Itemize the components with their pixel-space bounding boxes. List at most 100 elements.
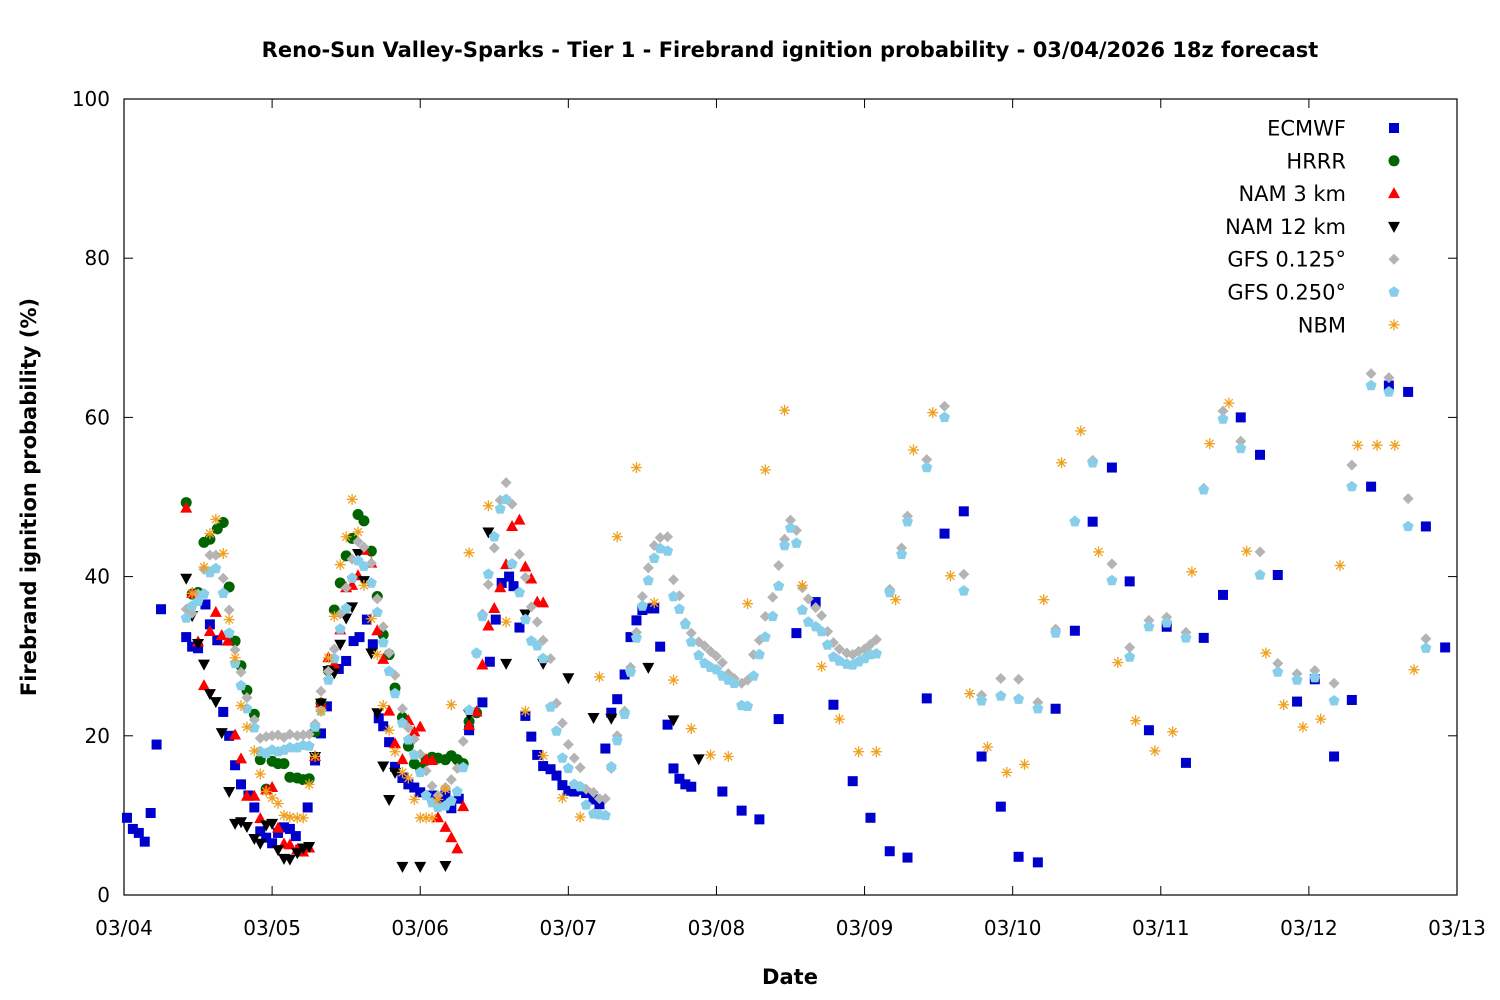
gfs-0-125-point: [593, 793, 605, 805]
nbm-asterisk-stroke: [723, 752, 733, 761]
gfs-0-250-point: [693, 649, 705, 661]
nbm-asterisk-stroke: [285, 812, 295, 822]
nbm-point: [309, 750, 321, 762]
gfs-0-250-point: [235, 679, 247, 691]
nbm-point: [907, 444, 919, 456]
nbm-point: [371, 649, 383, 661]
nbm-point: [223, 614, 235, 626]
nbm-asterisk-stroke: [1150, 746, 1160, 756]
ecmwf-point: [384, 737, 395, 748]
nam-3-km-point: [197, 679, 210, 691]
gfs-0-125-point: [773, 559, 785, 571]
legend-marker-gfs-0-125: [1388, 253, 1400, 265]
nam-3-km-point: [439, 820, 452, 832]
nbm-asterisk-stroke: [205, 529, 215, 538]
gfs-0-250-point: [488, 531, 500, 542]
ecmwf-point: [1217, 589, 1228, 600]
nbm-asterisk-stroke: [946, 571, 955, 581]
gfs-0-250-point: [673, 603, 685, 614]
gfs-0-125-point: [396, 703, 408, 715]
nbm-asterisk-stroke: [1205, 439, 1215, 449]
ecmwf-point: [496, 577, 507, 588]
ecmwf-point: [921, 693, 932, 704]
nam-12-km-point: [562, 673, 575, 685]
hrrr-point: [358, 515, 370, 527]
ecmwf-point: [674, 773, 685, 784]
hrrr-point: [278, 758, 290, 770]
ecmwf-point: [754, 814, 765, 825]
nbm-asterisk-stroke: [891, 595, 901, 605]
gfs-0-125-point: [785, 514, 796, 526]
gfs-0-125-point: [921, 454, 933, 466]
nam-12-km-point: [209, 697, 222, 709]
gfs-0-250-point: [451, 785, 463, 797]
gfs-0-250-point: [1235, 442, 1247, 454]
ecmwf-point: [1106, 462, 1117, 473]
gfs-0-250-point: [334, 623, 346, 634]
nbm-point: [964, 688, 976, 700]
gfs-0-250-point: [1106, 574, 1118, 586]
legend-label-ecmwf: ECMWF: [1267, 117, 1346, 141]
gfs-0-250-point: [340, 602, 352, 614]
ecmwf-point: [397, 772, 408, 783]
ecmwf-point: [273, 827, 284, 838]
nam-12-km-point: [587, 712, 600, 724]
ecmwf-point: [267, 838, 278, 849]
nam-3-km-point: [488, 601, 501, 613]
nam-12-km-point: [192, 638, 205, 650]
nbm-asterisk-stroke: [329, 612, 339, 621]
nbm-asterisk-stroke: [1094, 547, 1103, 557]
gfs-0-250-point: [1365, 379, 1377, 391]
ecmwf-point: [514, 622, 525, 633]
nbm-asterisk-stroke: [835, 714, 844, 724]
nbm-asterisk-stroke: [324, 653, 333, 663]
gfs-0-250-point: [402, 734, 414, 745]
nbm-asterisk-stroke: [595, 672, 604, 682]
nbm-point: [1223, 397, 1235, 409]
nbm-asterisk-stroke: [347, 495, 357, 504]
ecmwf-point: [464, 725, 475, 736]
ecmwf-point: [156, 604, 167, 615]
nbm-point: [685, 723, 697, 735]
nbm-point: [1241, 545, 1253, 557]
gfs-0-250-point: [1161, 617, 1173, 628]
legend: ECMWF HRRR NAM 3 km NAM 12 km GFS 0.125° GFS …: [1225, 117, 1400, 337]
series-ecmwf: [121, 380, 1451, 868]
gfs-0-125-point: [426, 780, 438, 792]
ecmwf-point: [865, 812, 876, 823]
nbm-asterisk-stroke: [433, 795, 443, 804]
ecmwf-point: [302, 802, 313, 813]
nbm-point: [722, 750, 734, 762]
gfs-0-125-point: [1309, 665, 1321, 677]
gfs-0-250-point: [679, 618, 691, 630]
nbm-asterisk-stroke: [798, 581, 807, 590]
nbm-point: [204, 528, 216, 540]
nam-12-km-point: [371, 708, 384, 720]
nbm-asterisk-stroke: [298, 813, 308, 823]
y-tick-label: 80: [85, 246, 110, 270]
gfs-0-125-point: [568, 752, 580, 764]
gfs-0-125-point: [642, 562, 654, 574]
nbm-point: [340, 531, 352, 543]
ecmwf-point: [995, 801, 1006, 812]
nbm-asterisk-stroke: [199, 562, 209, 572]
ecmwf-point: [631, 615, 642, 626]
ecmwf-point: [145, 808, 156, 819]
nbm-point: [396, 766, 408, 778]
nbm-asterisk-stroke: [261, 787, 271, 796]
ecmwf-point: [1329, 751, 1340, 762]
nbm-point: [833, 713, 845, 725]
ecmwf-point: [1346, 694, 1357, 705]
gfs-0-250-point: [939, 411, 951, 423]
nam-3-km-point: [180, 501, 193, 513]
nbm-point: [186, 587, 198, 599]
nbm-point: [1167, 726, 1179, 738]
gfs-0-250-point: [958, 585, 970, 596]
nbm-asterisk-stroke: [398, 768, 407, 777]
nbm-asterisk-stroke: [612, 532, 622, 542]
gfs-0-250-point: [494, 503, 506, 514]
gfs-0-125-point: [457, 735, 469, 747]
nbm-point: [1389, 439, 1401, 451]
nam-3-km-point: [476, 658, 489, 670]
gfs-0-250-point: [1217, 413, 1229, 424]
